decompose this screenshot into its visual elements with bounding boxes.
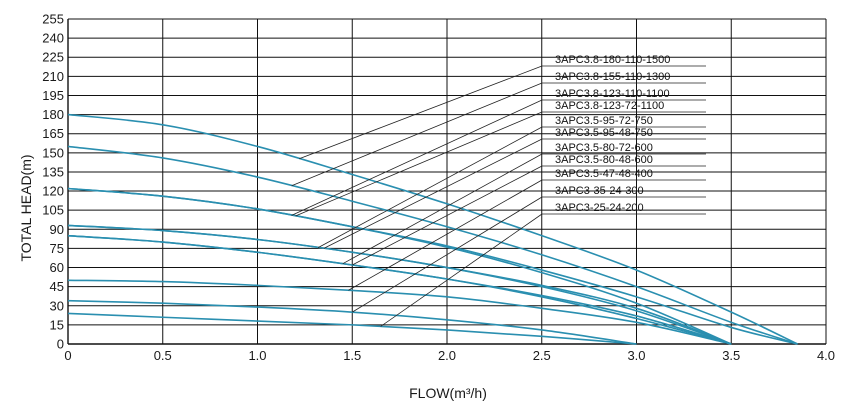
- y-tick-label: 225: [42, 50, 64, 65]
- leader-line: [317, 126, 543, 248]
- series-label: 3APC3.5-80-72-600: [555, 142, 653, 154]
- series-label: 3APC3.5-47-48-400: [555, 168, 653, 180]
- x-tick-label: 2.5: [533, 348, 551, 363]
- leader-line: [295, 111, 543, 217]
- y-tick-label: 0: [57, 337, 64, 352]
- series-label: 3APC3.8-155-110-1300: [555, 71, 670, 83]
- y-tick-label: 255: [42, 12, 64, 27]
- leader-line: [291, 99, 543, 216]
- series-label: 3APC3.8-180-110-1500: [555, 54, 670, 66]
- y-tick-label: 30: [50, 298, 64, 313]
- leader-line: [299, 65, 543, 160]
- y-axis-title: TOTAL HEAD(m): [18, 154, 34, 261]
- series-line: [67, 113, 798, 345]
- x-tick-label: 4.0: [817, 348, 835, 363]
- y-tick-label: 90: [50, 222, 64, 237]
- x-tick-label: 0.5: [154, 348, 172, 363]
- y-tick-label: 180: [42, 107, 64, 122]
- y-tick-label: 15: [50, 317, 64, 332]
- y-tick-label: 105: [42, 203, 64, 218]
- series-label: 3APC3.5-80-48-600: [555, 154, 653, 166]
- series-label: 3APC3-35-24-300: [555, 185, 644, 197]
- series-line: [67, 224, 732, 345]
- series-label: 3APC3.8-123-72-1100: [555, 100, 664, 112]
- y-tick-label: 45: [50, 279, 64, 294]
- leader-line: [342, 153, 543, 265]
- x-tick-label: 2.0: [438, 348, 456, 363]
- y-tick-label: 210: [42, 69, 64, 84]
- x-axis-title: FLOW(m³/h): [409, 385, 487, 401]
- grid: [67, 18, 827, 345]
- series-line: [67, 234, 732, 345]
- series-label: 3APC3.5-95-48-750: [555, 127, 653, 139]
- leader-line: [352, 196, 543, 313]
- x-tick-label: 3.5: [722, 348, 740, 363]
- series-label: 3APC3.5-95-72-750: [555, 115, 653, 127]
- leader-line: [380, 213, 543, 327]
- leader-line: [323, 138, 543, 249]
- x-tick-label: 3.0: [627, 348, 645, 363]
- y-tick-label: 75: [50, 241, 64, 256]
- series-line: [67, 279, 732, 345]
- series-label: 3APC3-25-24-200: [555, 202, 644, 214]
- series-line: [67, 145, 798, 345]
- label-leaders: [291, 65, 706, 327]
- series-line: [67, 312, 637, 345]
- y-tick-label: 120: [42, 184, 64, 199]
- y-tick-label: 195: [42, 88, 64, 103]
- x-tick-label: 1.5: [343, 348, 361, 363]
- series-line: [67, 187, 798, 345]
- tick-labels: 0 15 30 45 60 75 90 105 120 135 150 165 180 195 210 225…: [42, 12, 835, 364]
- y-tick-label: 60: [50, 260, 64, 275]
- y-tick-label: 135: [42, 164, 64, 179]
- series-line: [67, 299, 637, 345]
- series-label: 3APC3.8-123-110-1100: [555, 88, 670, 100]
- series-labels: 3APC3.8-180-110-1500 3APC3.8-155-110-1300…: [555, 54, 670, 214]
- y-tick-label: 150: [42, 145, 64, 160]
- y-tick-label: 165: [42, 126, 64, 141]
- x-tick-label: 0: [64, 348, 71, 363]
- x-tick-label: 1.0: [248, 348, 266, 363]
- y-tick-label: 240: [42, 31, 64, 46]
- leader-line: [352, 165, 543, 266]
- leader-line: [291, 82, 543, 187]
- leader-line: [348, 179, 543, 291]
